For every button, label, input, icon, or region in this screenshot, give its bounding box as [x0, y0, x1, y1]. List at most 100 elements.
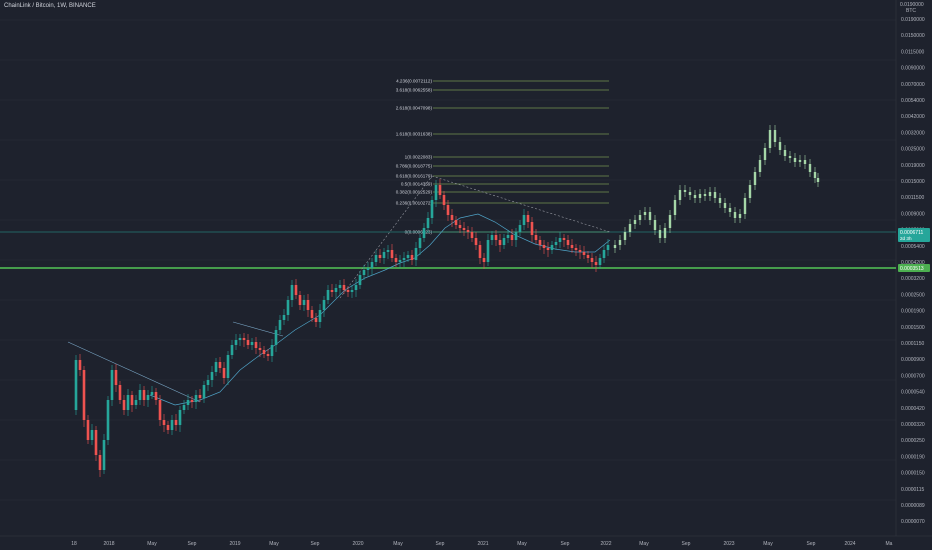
candle-body: [466, 230, 470, 232]
candle-body: [486, 240, 490, 262]
candle-body: [154, 392, 158, 400]
price-axis-bg: [896, 0, 932, 550]
fib-level-label: 1.618(0.0031638): [396, 132, 433, 137]
candle-body: [270, 345, 274, 356]
time-label: Sep: [561, 541, 570, 547]
candle-body: [166, 425, 170, 430]
fib-level-label: 4.236(0.0072112): [396, 79, 432, 84]
candle-body: [322, 300, 326, 310]
candle-body: [490, 235, 494, 240]
price-tick: 0.0000250: [901, 438, 925, 444]
symbol-title[interactable]: ChainLink / Bitcoin, 1W, BINANCE: [4, 3, 96, 9]
candle-body: [558, 238, 562, 242]
candle-body: [242, 338, 246, 340]
candle-body: [98, 455, 102, 470]
candle-body: [386, 250, 390, 252]
candle-body: [530, 222, 534, 235]
projected-candle-body: [793, 158, 797, 162]
candle-body: [258, 348, 262, 350]
price-tick: 0.0150000: [901, 33, 925, 39]
candle-body: [442, 195, 446, 205]
candle-body: [346, 290, 350, 292]
candle-body: [422, 228, 426, 238]
price-tick: 0.0190000: [901, 17, 925, 23]
price-tick: 0.0003200: [901, 276, 925, 282]
candle-body: [370, 262, 374, 268]
candle-body: [362, 270, 366, 275]
time-label: 2024: [844, 541, 855, 547]
candle-body: [134, 400, 138, 405]
candle-body: [78, 360, 82, 370]
candle-body: [262, 350, 266, 354]
candle-body: [578, 250, 582, 252]
projected-candle-body: [723, 203, 727, 208]
projected-candle-body: [703, 194, 707, 196]
candle-body: [554, 242, 558, 245]
candle-body: [498, 240, 502, 245]
time-label: May: [763, 541, 773, 547]
candle-body: [74, 360, 78, 410]
candle-body: [470, 232, 474, 238]
candle-body: [302, 300, 306, 305]
candle-body: [90, 430, 94, 440]
candle-body: [458, 225, 462, 228]
candle-body: [114, 370, 118, 385]
candle-body: [602, 250, 606, 258]
price-tick: 0.0019000: [901, 163, 925, 169]
candle-body: [318, 310, 322, 322]
projected-candle-body: [693, 195, 697, 198]
candle-body: [186, 400, 190, 405]
time-label: Ma: [886, 541, 893, 547]
time-label: Sep: [436, 541, 445, 547]
current-price-countdown: 2d 3h: [900, 236, 912, 241]
candle-body: [306, 300, 310, 310]
candle-body: [210, 372, 214, 380]
candle-body: [506, 235, 510, 238]
price-tick: 0.0070000: [901, 82, 925, 88]
candle-body: [174, 420, 178, 425]
price-tick: 0.0009000: [901, 211, 925, 217]
candle-body: [534, 235, 538, 240]
time-label: Sep: [188, 541, 197, 547]
time-label: May: [639, 541, 649, 547]
candle-body: [546, 248, 550, 250]
price-tick: 0.0000540: [901, 390, 925, 396]
price-tick: 0.0000320: [901, 422, 925, 428]
projected-candle-body: [798, 160, 802, 162]
price-tick: 0.0000900: [901, 357, 925, 363]
price-tick: 0.0015000: [901, 179, 925, 185]
candle-body: [382, 252, 386, 258]
support-price-value: 0.0003513: [900, 266, 924, 272]
candle-body: [158, 400, 162, 420]
candle-body: [334, 288, 338, 292]
time-label: May: [269, 541, 279, 547]
candle-body: [522, 215, 526, 225]
projected-candle-body: [748, 185, 752, 198]
candle-body: [94, 430, 98, 455]
projected-candle-body: [688, 192, 692, 195]
projected-candle-body: [788, 156, 792, 158]
candle-body: [86, 420, 90, 440]
candle-body: [190, 400, 194, 402]
price-tick: 0.0001500: [901, 325, 925, 331]
candle-body: [390, 250, 394, 258]
projected-candle-body: [628, 224, 632, 232]
candle-body: [222, 368, 226, 378]
price-tick: 0.0032000: [901, 130, 925, 136]
projected-candle-body: [763, 148, 767, 160]
projected-candle-body: [713, 192, 717, 198]
candle-body: [410, 255, 414, 260]
time-label: Sep: [807, 541, 816, 547]
fib-level-label: 0.382(0.0012529): [396, 190, 433, 195]
projected-candle-body: [633, 220, 637, 224]
candle-body: [374, 255, 378, 262]
fib-level-label: 2.618(0.0047098): [396, 106, 433, 111]
candle-body: [394, 258, 398, 262]
candle-body: [214, 362, 218, 372]
candle-body: [482, 258, 486, 262]
candle-body: [542, 245, 546, 248]
candle-body: [430, 200, 434, 218]
candle-body: [238, 338, 242, 340]
projected-candle-body: [733, 212, 737, 218]
